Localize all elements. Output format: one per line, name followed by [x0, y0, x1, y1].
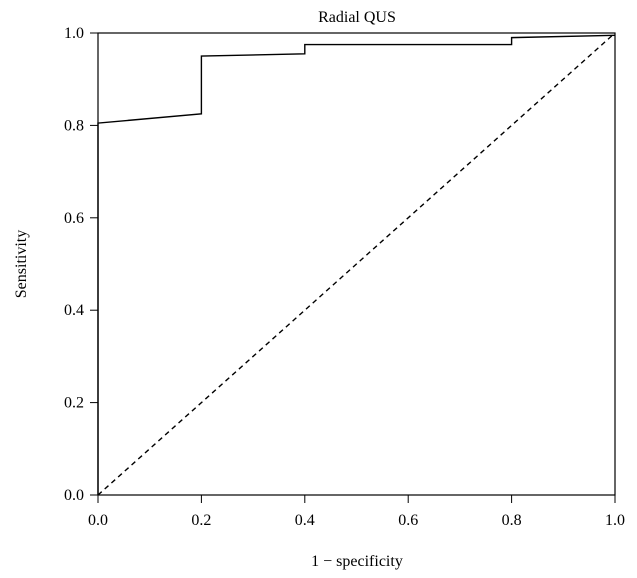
x-axis-label: 1 − specificity [311, 553, 403, 570]
y-tick-label: 0.8 [64, 117, 84, 134]
x-tick-label: 0.4 [295, 512, 315, 529]
reference-diagonal-line [97, 32, 616, 496]
y-tick-label: 0.0 [64, 487, 84, 504]
chart-title: Radial QUS [318, 9, 396, 26]
roc-curve-line [97, 34, 616, 495]
y-tick-label: 1.0 [64, 25, 84, 42]
y-axis-label: Sensitivity [13, 230, 30, 298]
y-tick-label: 0.2 [64, 395, 84, 412]
plot-area: 0.0 0.2 0.4 0.6 0.8 1.0 0.0 0.2 0.4 0.6 0.8 1.0 [64, 25, 625, 529]
x-tick-label: 0.0 [88, 512, 108, 529]
y-tick-label: 0.6 [64, 210, 84, 227]
y-tick-label: 0.4 [64, 302, 84, 319]
x-tick-label: 0.8 [502, 512, 522, 529]
x-tick-label: 0.2 [191, 512, 211, 529]
x-tick-label: 1.0 [605, 512, 625, 529]
x-tick-label: 0.6 [398, 512, 418, 529]
